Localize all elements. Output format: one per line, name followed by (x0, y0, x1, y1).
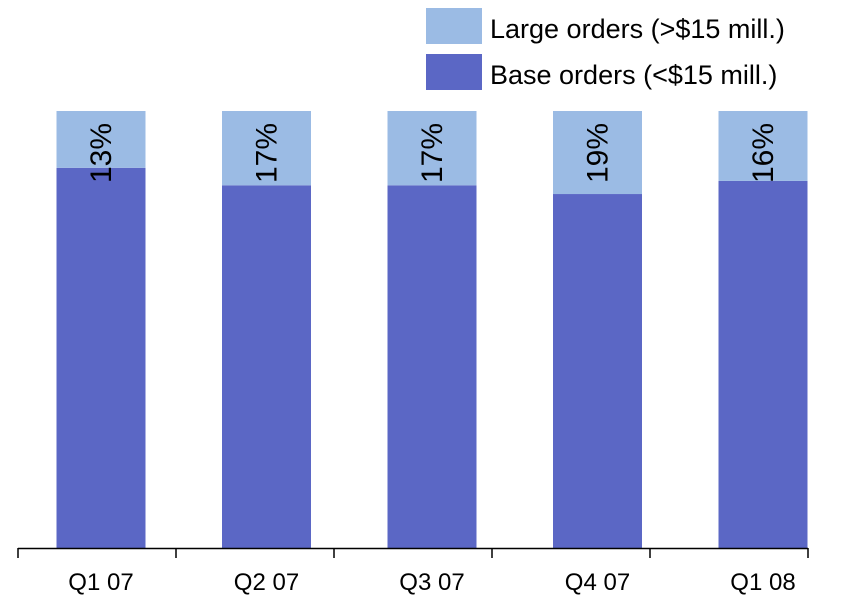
legend-swatch-base-orders (426, 54, 482, 90)
x-tick-label-q1-08: Q1 08 (730, 569, 795, 596)
bar-large-q3-07 (387, 111, 477, 186)
bars (56, 111, 808, 549)
legend-label-base-orders: Base orders (<$15 mill.) (490, 60, 777, 90)
data-labels: 13% 17% 17% 19% 16% (85, 123, 780, 183)
data-label-q1-08: 16% (747, 123, 780, 183)
bar-base-q1-07 (56, 167, 146, 548)
bar-large-q4-07 (553, 111, 642, 195)
x-tick-label-q4-07: Q4 07 (565, 569, 630, 596)
x-tick-label-q2-07: Q2 07 (234, 569, 299, 596)
x-axis: Q1 07 Q2 07 Q3 07 Q4 07 Q1 08 (17, 547, 809, 596)
data-label-q3-07: 17% (416, 123, 449, 183)
bar-base-q4-07 (553, 194, 642, 548)
legend: Large orders (>$15 mill.) Base orders (<… (426, 8, 785, 90)
bar-base-q1-08 (718, 180, 808, 549)
data-label-q4-07: 19% (582, 123, 615, 183)
legend-label-large-orders: Large orders (>$15 mill.) (490, 14, 785, 44)
data-label-q2-07: 17% (251, 123, 284, 183)
bar-base-q3-07 (387, 185, 477, 549)
bar-base-q2-07 (222, 185, 311, 549)
data-label-q1-07: 13% (85, 123, 118, 183)
bar-large-q1-07 (56, 111, 146, 168)
bar-large-q1-08 (718, 111, 808, 181)
x-tick-label-q3-07: Q3 07 (399, 569, 464, 596)
legend-swatch-large-orders (426, 8, 482, 44)
x-tick-label-q1-07: Q1 07 (68, 569, 133, 596)
bar-large-q2-07 (222, 111, 311, 186)
